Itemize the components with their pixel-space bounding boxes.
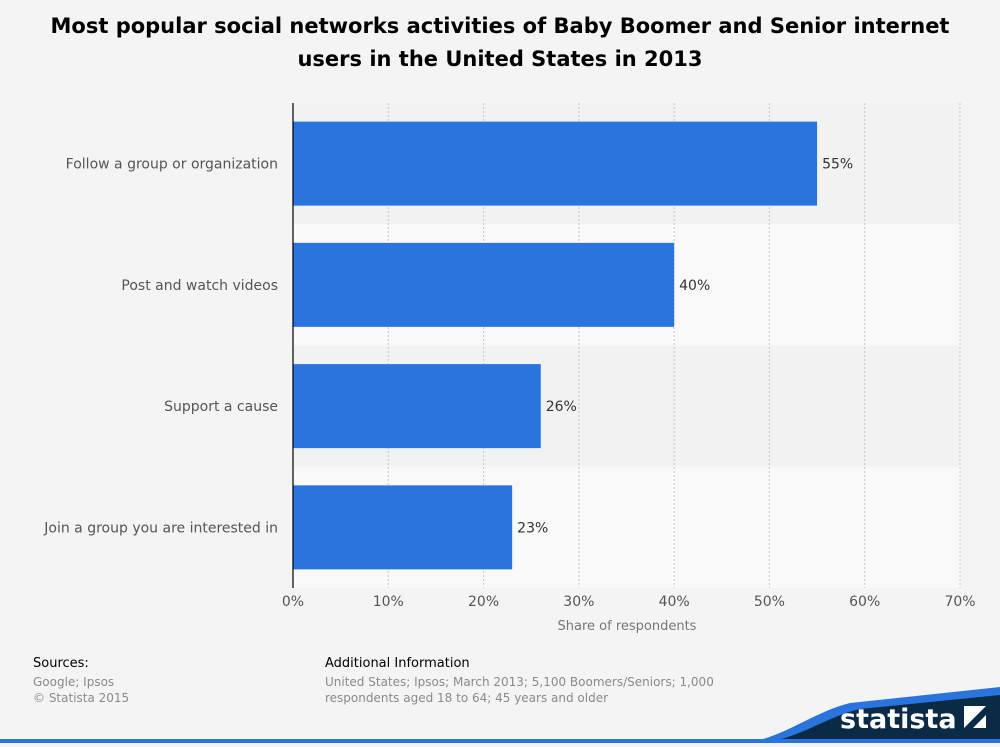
bar-chart: Follow a group or organization Post and w… — [43, 103, 976, 634]
category-label: Follow a group or organization — [66, 157, 278, 173]
x-tick-label: 30% — [563, 594, 594, 610]
x-tick-label: 50% — [754, 594, 785, 610]
value-label: 40% — [679, 278, 710, 294]
additional-info-line: United States; Ipsos; March 2013; 5,100 … — [325, 675, 714, 689]
category-label: Join a group you are interested in — [43, 520, 278, 536]
value-label: 23% — [517, 520, 548, 536]
sources-block: Sources: Google; Ipsos © Statista 2015 — [33, 656, 129, 706]
category-label: Post and watch videos — [121, 278, 278, 294]
bottom-accent-line — [0, 739, 1000, 743]
bar[interactable] — [293, 121, 818, 206]
value-label: 26% — [546, 399, 577, 415]
bar[interactable] — [293, 485, 513, 570]
category-labels: Follow a group or organization Post and w… — [43, 157, 278, 537]
sources-line: Google; Ipsos — [33, 675, 115, 689]
category-label: Support a cause — [164, 399, 278, 415]
bar[interactable] — [293, 242, 675, 327]
additional-info-heading: Additional Information — [325, 656, 470, 671]
additional-info-block: Additional Information United States; Ip… — [325, 656, 714, 706]
statista-logo[interactable]: statista — [740, 673, 1000, 743]
x-tick-labels: 0% 10% 20% 30% 40% 50% 60% 70% — [282, 594, 976, 610]
additional-info-line: respondents aged 18 to 64; 45 years and … — [325, 691, 609, 705]
statista-wordmark: statista — [840, 704, 957, 735]
value-labels: 55% 40% 26% 23% — [517, 157, 853, 537]
x-tick-label: 40% — [659, 594, 690, 610]
chart-title: Most popular social networks activities … — [50, 14, 950, 71]
x-axis-label: Share of respondents — [558, 619, 697, 634]
sources-heading: Sources: — [33, 656, 89, 671]
x-tick-label: 60% — [849, 594, 880, 610]
x-tick-label: 0% — [282, 594, 304, 610]
x-tick-label: 70% — [944, 594, 975, 610]
statista-logo-icon — [964, 706, 986, 728]
copyright-line: © Statista 2015 — [33, 691, 130, 705]
x-tick-label: 20% — [468, 594, 499, 610]
value-label: 55% — [822, 157, 853, 173]
bar[interactable] — [293, 364, 541, 449]
bars — [293, 121, 818, 570]
x-tick-label: 10% — [373, 594, 404, 610]
